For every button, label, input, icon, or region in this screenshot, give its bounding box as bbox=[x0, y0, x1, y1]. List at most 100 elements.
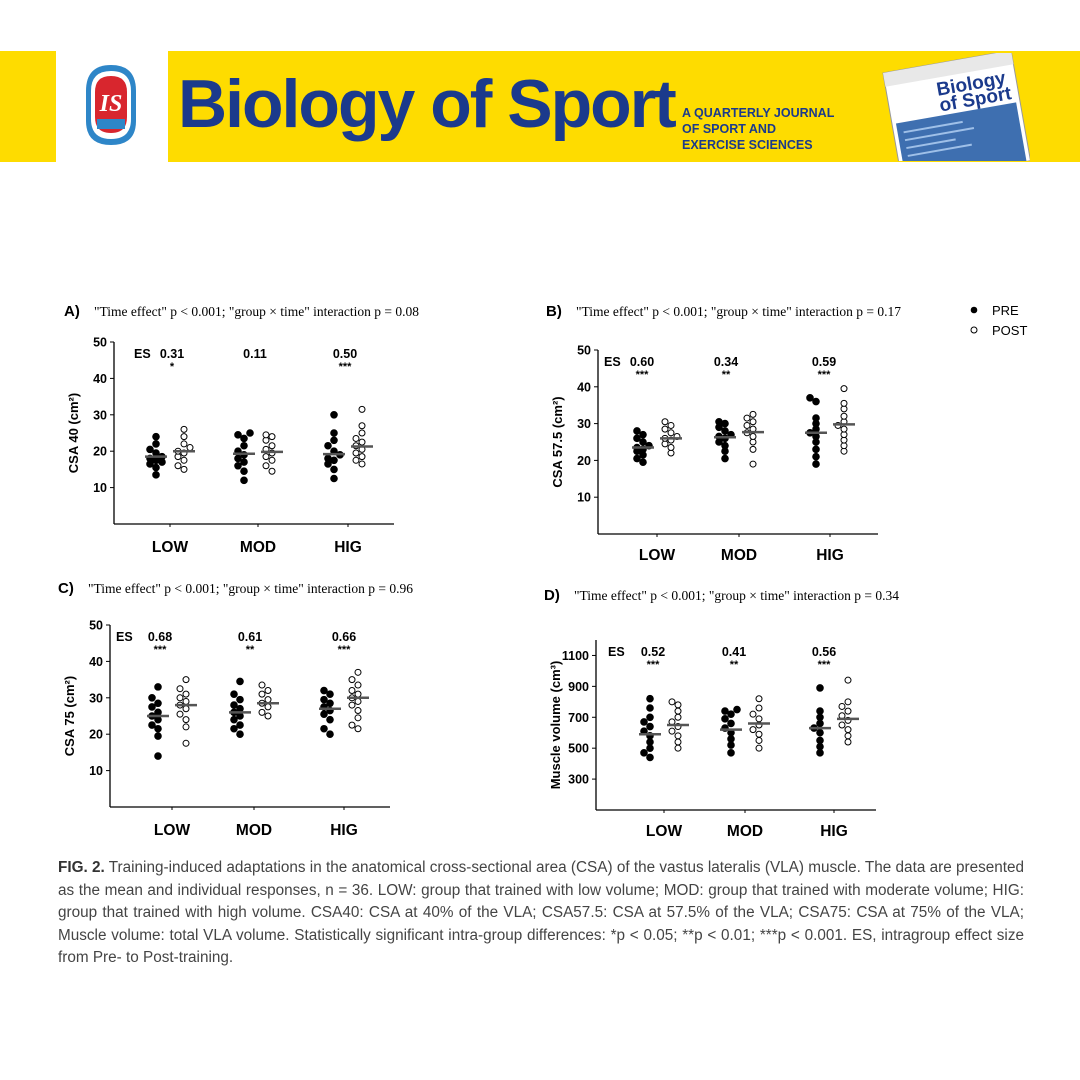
data-point-post bbox=[358, 460, 366, 468]
data-point-pre bbox=[234, 431, 242, 439]
significance-marker: *** bbox=[154, 644, 168, 656]
journal-tagline: A QUARTERLY JOURNAL OF SPORT AND EXERCIS… bbox=[682, 105, 862, 153]
data-point-post bbox=[180, 440, 188, 448]
data-point-post bbox=[264, 703, 272, 711]
chart-panel-c: C) "Time effect" p < 0.001; "group × time… bbox=[54, 575, 574, 865]
data-point-post bbox=[667, 429, 675, 437]
data-point-pre bbox=[646, 694, 654, 703]
data-point-pre bbox=[152, 463, 160, 472]
data-point-pre bbox=[330, 411, 338, 419]
banner-band-left bbox=[0, 51, 56, 162]
data-point-pre bbox=[154, 724, 162, 733]
data-point-pre bbox=[727, 719, 735, 728]
data-point-pre bbox=[633, 454, 641, 463]
data-point-post bbox=[354, 707, 362, 715]
y-tick-label: 20 bbox=[577, 454, 591, 468]
data-point-pre bbox=[727, 749, 735, 757]
data-point-post bbox=[354, 681, 362, 689]
es-label: ES bbox=[608, 645, 625, 659]
data-point-post bbox=[840, 385, 848, 393]
data-point-pre bbox=[721, 427, 729, 435]
data-point-post bbox=[174, 462, 182, 470]
data-point-pre bbox=[640, 718, 648, 726]
tagline-line-3: EXERCISE SCIENCES bbox=[682, 138, 813, 152]
data-point-pre bbox=[646, 713, 654, 722]
data-point-pre bbox=[236, 695, 244, 704]
data-point-post bbox=[749, 460, 757, 468]
data-point-post bbox=[749, 710, 757, 718]
filled-circle-icon bbox=[970, 306, 978, 314]
journal-cover-image: Biology of Sport bbox=[882, 53, 1030, 161]
data-point-post bbox=[258, 690, 266, 698]
logo-text: IS bbox=[99, 91, 123, 117]
data-point-post bbox=[182, 723, 190, 731]
data-point-post bbox=[182, 690, 190, 698]
data-point-post bbox=[358, 453, 366, 461]
data-point-post bbox=[354, 725, 362, 733]
data-point-pre bbox=[324, 441, 332, 450]
chart-title: "Time effect" p < 0.001; "group × time" … bbox=[94, 304, 419, 319]
data-point-post bbox=[674, 744, 682, 752]
data-point-post bbox=[668, 727, 676, 735]
data-point-pre bbox=[646, 744, 654, 752]
data-point-pre bbox=[240, 434, 248, 443]
data-point-post bbox=[352, 449, 360, 457]
data-point-pre bbox=[330, 474, 338, 483]
data-point-post bbox=[674, 713, 682, 721]
significance-marker: *** bbox=[818, 659, 832, 671]
data-point-post bbox=[749, 726, 757, 734]
effect-size-label: 0.11 bbox=[243, 347, 267, 361]
caption-text: Training-induced adaptations in the anat… bbox=[58, 859, 1025, 966]
x-tick-label: MOD bbox=[721, 547, 757, 564]
data-point-post bbox=[180, 465, 188, 473]
data-point-post bbox=[352, 434, 360, 442]
data-point-post bbox=[749, 432, 757, 440]
data-point-pre bbox=[324, 454, 332, 463]
y-tick-label: 50 bbox=[89, 619, 103, 633]
data-point-post bbox=[844, 707, 852, 715]
data-point-pre bbox=[152, 440, 160, 448]
data-point-pre bbox=[236, 730, 244, 738]
data-point-pre bbox=[330, 436, 338, 445]
data-point-post bbox=[838, 721, 846, 729]
y-tick-label: 1100 bbox=[562, 649, 589, 663]
data-point-post bbox=[667, 421, 675, 429]
y-tick-label: 30 bbox=[89, 691, 103, 705]
x-tick-label: MOD bbox=[727, 823, 763, 840]
data-point-pre bbox=[812, 432, 820, 441]
data-point-pre bbox=[727, 741, 735, 749]
data-point-pre bbox=[234, 454, 242, 463]
data-point-pre bbox=[236, 704, 244, 713]
data-point-pre bbox=[240, 467, 248, 476]
x-tick-label: LOW bbox=[646, 823, 683, 840]
y-tick-label: 40 bbox=[89, 655, 103, 669]
data-point-post bbox=[358, 405, 366, 413]
data-point-post bbox=[268, 442, 276, 450]
data-point-pre bbox=[246, 429, 254, 437]
data-point-pre bbox=[816, 713, 824, 722]
data-point-post bbox=[840, 399, 848, 407]
y-tick-label: 40 bbox=[577, 380, 591, 394]
data-point-post bbox=[182, 739, 190, 747]
y-axis-label: CSA 75 (cm²) bbox=[62, 676, 77, 756]
x-tick-label: HIG bbox=[334, 539, 362, 556]
data-point-post bbox=[180, 433, 188, 441]
data-point-post bbox=[840, 412, 848, 420]
data-point-pre bbox=[812, 397, 820, 406]
data-point-pre bbox=[812, 414, 820, 422]
data-point-post bbox=[844, 676, 852, 684]
data-point-pre bbox=[154, 699, 162, 708]
chart-title: "Time effect" p < 0.001; "group × time" … bbox=[574, 588, 899, 603]
data-point-pre bbox=[148, 703, 156, 711]
data-point-pre bbox=[812, 460, 820, 468]
chart-panel-b: B) "Time effect" p < 0.001; "group × time… bbox=[542, 298, 1062, 588]
data-point-pre bbox=[639, 430, 647, 439]
data-point-post bbox=[262, 453, 270, 461]
data-point-pre bbox=[230, 690, 238, 698]
data-point-post bbox=[755, 704, 763, 712]
es-label: ES bbox=[116, 630, 133, 644]
y-tick-label: 50 bbox=[93, 336, 107, 350]
effect-size-label: 0.52 bbox=[641, 645, 665, 659]
y-axis-label: Muscle volume (cm³) bbox=[548, 661, 563, 790]
data-point-pre bbox=[154, 708, 162, 717]
